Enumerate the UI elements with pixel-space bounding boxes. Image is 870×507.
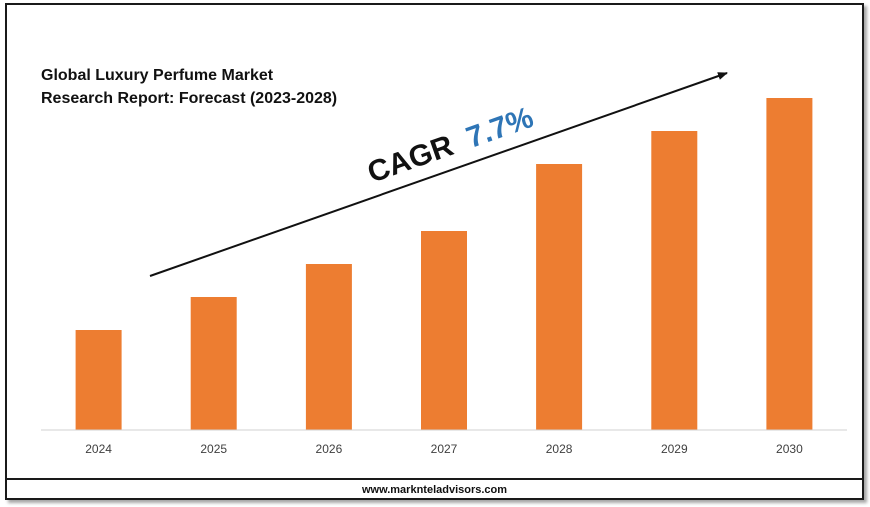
- bar-2026: [305, 264, 352, 430]
- cagr-trend-arrow: [149, 72, 728, 277]
- cagr-annotation: CAGR 7.7%: [363, 101, 537, 190]
- bar-2028: [536, 164, 583, 430]
- x-tick-label-2025: 2025: [200, 442, 227, 456]
- x-tick-label-2024: 2024: [85, 442, 112, 456]
- x-tick-label-2030: 2030: [776, 442, 803, 456]
- x-tick-label-2029: 2029: [661, 442, 688, 456]
- chart-title: Global Luxury Perfume Market Research Re…: [41, 67, 338, 107]
- cagr-value: 7.7%: [462, 101, 537, 155]
- bar-2030: [766, 98, 813, 430]
- bar-2029: [651, 131, 698, 430]
- x-tick-label-2028: 2028: [546, 442, 573, 456]
- x-tick-label-2027: 2027: [431, 442, 458, 456]
- bar-2025: [190, 297, 237, 430]
- cagr-label: CAGR: [363, 129, 458, 190]
- bar-2027: [421, 231, 467, 430]
- footer-website: www.marknteladvisors.com: [361, 484, 508, 496]
- bar-2024: [75, 330, 122, 430]
- x-tick-label-2026: 2026: [316, 442, 343, 456]
- footer-divider: [5, 478, 864, 480]
